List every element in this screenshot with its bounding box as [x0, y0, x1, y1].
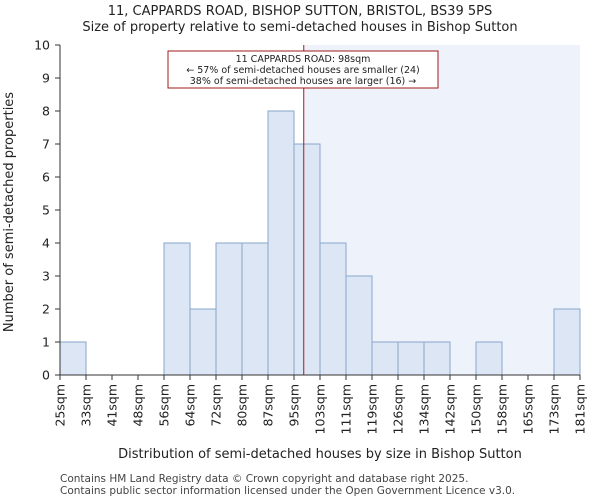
footer-copyright-line: Contains HM Land Registry data © Crown c…: [60, 473, 469, 485]
histogram-chart: 0 1 2 3 4 5 6 7 8 9 10 25sqm 33sqm 41sqm 48sqm 56sqm 64s…: [2, 38, 588, 463]
y-tick-label: 2: [42, 302, 50, 317]
x-tick-label: 103sqm: [313, 384, 328, 434]
y-tick-label: 10: [34, 38, 50, 53]
histogram-bar: [59, 341, 87, 376]
x-tick-label: 41sqm: [105, 384, 120, 427]
axes-layer: 0 1 2 3 4 5 6 7 8 9 10 25sqm 33sqm 41sqm 48sqm 56sqm 64s…: [34, 38, 587, 435]
histogram-bar: [345, 275, 373, 376]
x-tick-label: 56sqm: [157, 384, 172, 427]
y-tick-label: 5: [42, 203, 50, 218]
annotation-line-2: ← 57% of semi-detached houses are smalle…: [186, 65, 420, 76]
y-tick-label: 9: [42, 71, 50, 86]
x-tick-label: 181sqm: [573, 384, 588, 434]
histogram-bar: [371, 341, 399, 376]
histogram-bar: [397, 341, 425, 376]
x-tick-label: 111sqm: [339, 384, 354, 434]
x-tick-label: 33sqm: [79, 384, 94, 427]
y-tick-label: 3: [42, 269, 50, 284]
x-tick-label: 150sqm: [469, 384, 484, 434]
histogram-bar: [215, 242, 243, 376]
annotation-line-1: 11 CAPPARDS ROAD: 98sqm: [236, 54, 371, 65]
chart-title: 11, CAPPARDS ROAD, BISHOP SUTTON, BRISTO…: [107, 4, 493, 19]
y-tick-label: 8: [42, 104, 50, 119]
annotation-box: [167, 50, 439, 89]
x-tick-label: 72sqm: [209, 384, 224, 427]
x-tick-label: 25sqm: [53, 384, 68, 427]
histogram-bar: [475, 341, 503, 376]
histogram-bar: [319, 242, 347, 376]
x-axis-label: Distribution of semi-detached houses by …: [118, 447, 522, 462]
histogram-bar: [553, 308, 581, 376]
annotation-layer: 11 CAPPARDS ROAD: 98sqm ← 57% of semi-de…: [167, 50, 439, 89]
footer-licence-line: Contains public sector information licen…: [60, 485, 516, 497]
histogram-bar: [267, 110, 295, 376]
x-tick-label: 165sqm: [521, 384, 536, 434]
x-tick-label: 87sqm: [261, 384, 276, 427]
x-tick-label: 173sqm: [547, 384, 562, 434]
y-tick-label: 7: [42, 137, 50, 152]
y-tick-label: 0: [42, 368, 50, 383]
annotation-line-3: 38% of semi-detached houses are larger (…: [190, 76, 417, 87]
x-tick-label: 142sqm: [443, 384, 458, 434]
histogram-bar: [189, 308, 217, 376]
x-tick-label: 158sqm: [495, 384, 510, 434]
x-tick-label: 134sqm: [417, 384, 432, 434]
bars-layer: [59, 110, 581, 376]
histogram-bar: [163, 242, 191, 376]
y-axis-label: Number of semi-detached properties: [2, 92, 17, 332]
y-tick-label: 1: [42, 335, 50, 350]
x-tick-label: 119sqm: [365, 384, 380, 434]
x-tick-label: 95sqm: [287, 384, 302, 427]
histogram-bar: [241, 242, 269, 376]
x-tick-label: 48sqm: [131, 384, 146, 427]
chart-subtitle: Size of property relative to semi-detach…: [82, 20, 518, 35]
histogram-bar: [293, 143, 321, 376]
y-tick-label: 6: [42, 170, 50, 185]
x-tick-label: 80sqm: [235, 384, 250, 427]
x-tick-label: 64sqm: [183, 384, 198, 427]
x-tick-label: 126sqm: [391, 384, 406, 434]
histogram-bar: [423, 341, 451, 376]
y-tick-label: 4: [42, 236, 50, 251]
